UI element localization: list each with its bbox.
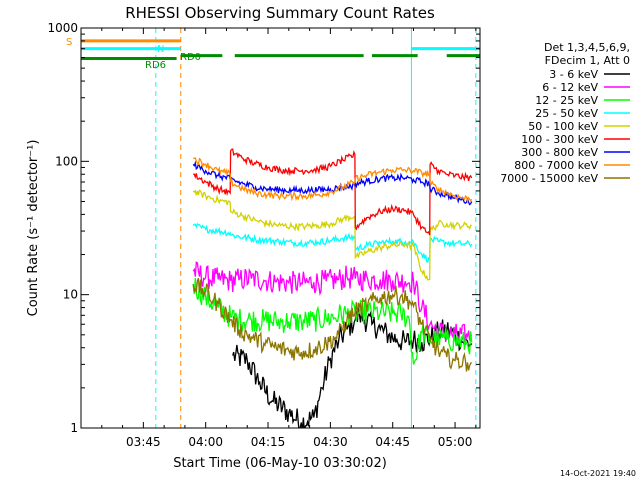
x-tick-label: 04:30: [313, 435, 348, 449]
x-tick-label: 04:15: [251, 435, 286, 449]
series-line-6: [193, 148, 473, 236]
x-tick-label: 04:45: [375, 435, 410, 449]
annotation-label-rd0: RD0: [180, 52, 201, 63]
legend-entry-3: 12 - 25 keV: [535, 94, 598, 107]
series-line-2: [192, 261, 473, 345]
legend-header-line-2: FDecim 1, Att 0: [545, 54, 630, 67]
chart-title: RHESSI Observing Summary Count Rates: [125, 4, 435, 22]
y-tick-label: 10: [63, 288, 78, 302]
x-axis: 03:45 04:00 04:15 04:30 04:45 05:00: [101, 28, 477, 449]
series-line-4: [192, 222, 473, 264]
series-line-8: [193, 157, 473, 204]
annotation-label-n: N: [157, 44, 164, 55]
legend-entry-5: 50 - 100 keV: [528, 120, 598, 133]
annotation-bars: S N RD0 RD6: [66, 37, 480, 71]
y-axis-title: Count Rate (s⁻¹ detector⁻¹): [26, 140, 41, 317]
legend-entry-7: 300 - 800 keV: [521, 146, 598, 159]
legend-header-line-1: Det 1,3,4,5,6,9,: [544, 41, 630, 54]
series-line-1: [232, 307, 473, 428]
legend-entry-4: 25 - 50 keV: [535, 107, 598, 120]
footer-date: 14-Oct-2021 19:40: [560, 469, 636, 478]
y-tick-label: 1000: [47, 21, 78, 35]
legend-entry-6: 100 - 300 keV: [521, 133, 598, 146]
y-axis: 1 10 100 1000: [47, 21, 480, 435]
series-line-7: [192, 160, 473, 206]
legend: Det 1,3,4,5,6,9, FDecim 1, Att 0 3 - 6 k…: [500, 41, 630, 185]
legend-entry-9: 7000 - 15000 keV: [500, 172, 598, 185]
x-tick-label: 05:00: [438, 435, 473, 449]
annotation-label-rd6: RD6: [145, 60, 166, 71]
vertical-markers: [80, 28, 477, 428]
series-layer: [192, 148, 473, 428]
plot-frame: [80, 27, 481, 429]
legend-entry-1: 3 - 6 keV: [549, 68, 598, 81]
y-tick-label: 1: [70, 421, 78, 435]
legend-entry-2: 6 - 12 keV: [542, 81, 598, 94]
annotation-label-s: S: [66, 37, 72, 48]
series-line-9: [192, 277, 473, 372]
y-tick-label: 100: [55, 154, 78, 168]
x-tick-label: 03:45: [126, 435, 161, 449]
series-line-5: [192, 189, 472, 281]
x-tick-label: 04:00: [188, 435, 223, 449]
legend-entry-8: 800 - 7000 keV: [514, 159, 598, 172]
x-axis-title: Start Time (06-May-10 03:30:02): [173, 456, 387, 471]
